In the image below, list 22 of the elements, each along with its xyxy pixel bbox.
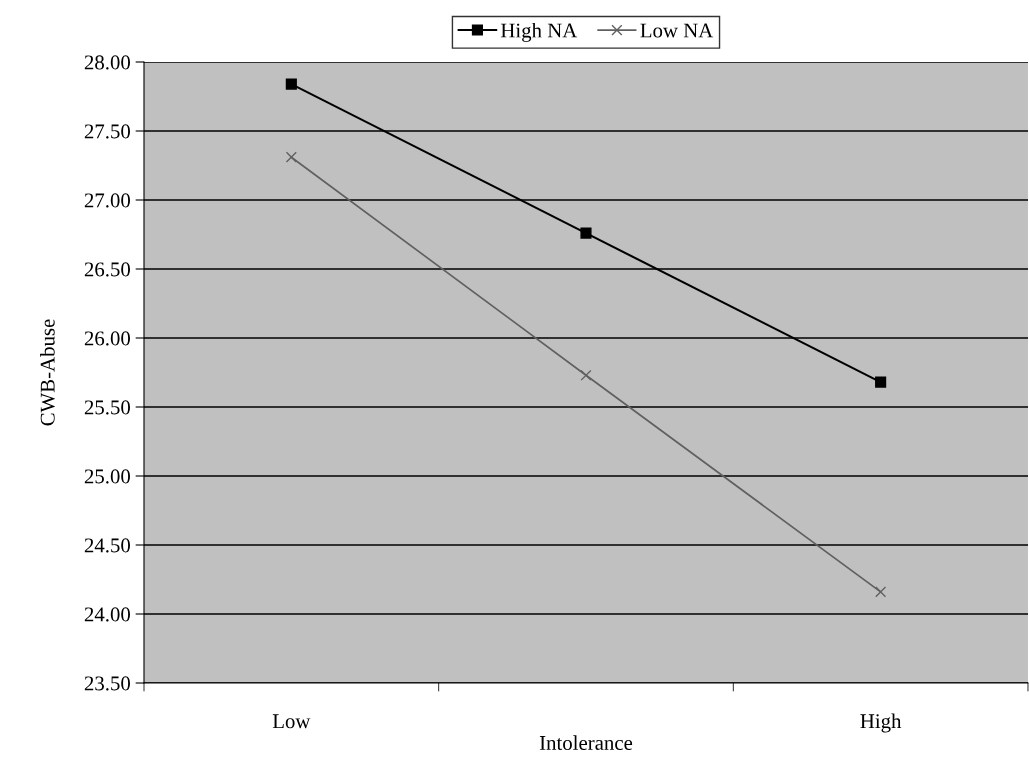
x-tick-label: Low: [272, 714, 311, 729]
point: [875, 586, 887, 598]
y-tick-label: 25.50: [84, 400, 131, 415]
point: [285, 78, 297, 90]
y-tick-label: 26.50: [84, 262, 131, 277]
x-tick-label: High: [860, 713, 902, 733]
point: [875, 376, 887, 388]
y-tick-label: 27.50: [84, 124, 131, 139]
y-tick-label: 27.00: [84, 193, 131, 208]
point: [580, 227, 592, 239]
point: [285, 151, 297, 163]
y-tick-label: 24.50: [84, 538, 131, 553]
y-tick-label: 28.00: [84, 55, 131, 70]
legend-label: High NA: [500, 22, 578, 42]
y-tick-label: 24.00: [84, 607, 131, 622]
y-axis-title: CWB-Abuse: [40, 319, 55, 426]
legend-label: Low NA: [640, 23, 714, 38]
y-tick-label: 26.00: [84, 331, 131, 346]
point: [580, 369, 592, 381]
y-tick-label: 25.00: [84, 469, 131, 484]
x-axis-title: Intolerance: [539, 735, 633, 750]
y-tick-label: 23.50: [84, 676, 131, 691]
